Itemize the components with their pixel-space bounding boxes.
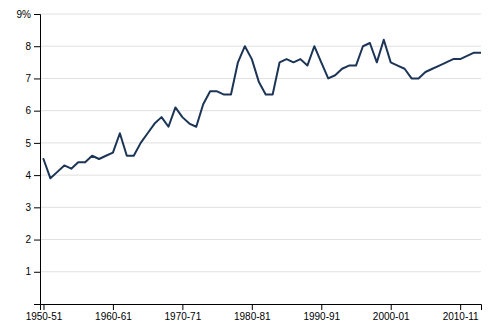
x-tick-mark bbox=[460, 304, 461, 310]
line bbox=[43, 40, 481, 179]
y-tick-mark bbox=[34, 14, 40, 15]
y-tick-mark bbox=[34, 111, 40, 112]
x-tick-label: 1970-71 bbox=[165, 311, 202, 322]
grid-line bbox=[40, 14, 481, 15]
x-tick-label: 2010-11 bbox=[443, 311, 479, 322]
y-tick-label: 4 bbox=[25, 170, 31, 181]
y-tick: 7 bbox=[25, 73, 40, 84]
y-tick: 3 bbox=[25, 202, 40, 213]
y-tick: 9% bbox=[17, 9, 40, 20]
y-tick-mark bbox=[34, 207, 40, 208]
y-tick-label: 6 bbox=[25, 105, 31, 116]
x-axis: 1950-51 1960-61 1970-71 1980-81 1990-91 2000-… bbox=[26, 304, 482, 322]
x-tick: 2010-11 bbox=[443, 304, 479, 322]
x-tick-label: 2000-01 bbox=[373, 311, 410, 322]
y-tick: 6 bbox=[25, 105, 40, 116]
y-tick: 5 bbox=[25, 138, 40, 149]
y-tick-label: 5 bbox=[25, 138, 31, 149]
grid bbox=[40, 14, 481, 272]
x-tick-mark bbox=[113, 304, 114, 310]
marks bbox=[43, 40, 481, 179]
x-tick: 1950-51 bbox=[26, 304, 63, 322]
grid-line bbox=[40, 46, 481, 47]
y-tick: 2 bbox=[25, 234, 40, 245]
x-tick-mark bbox=[43, 304, 44, 310]
x-tick-mark bbox=[252, 304, 253, 310]
y-tick: 1 bbox=[25, 266, 40, 277]
grid-line bbox=[40, 239, 481, 240]
grid-line bbox=[40, 207, 481, 208]
y-tick-label: 2 bbox=[25, 234, 31, 245]
x-tick-label: 1990-91 bbox=[303, 311, 340, 322]
grid-line bbox=[40, 271, 481, 272]
y-tick-mark bbox=[34, 175, 40, 176]
grid-line bbox=[40, 110, 481, 111]
grid-line bbox=[40, 175, 481, 176]
y-tick-label: 1 bbox=[25, 266, 31, 277]
grid-line bbox=[40, 142, 481, 143]
y-axis: 1 2 3 4 5 6 7 8 9% bbox=[17, 9, 41, 305]
x-tick-mark bbox=[391, 304, 392, 310]
y-tick-label: 7 bbox=[25, 73, 31, 84]
y-tick-mark bbox=[34, 143, 40, 144]
y-tick-label: 9% bbox=[17, 9, 32, 20]
y-tick-mark bbox=[34, 78, 40, 79]
y-tick: 4 bbox=[25, 170, 40, 181]
x-tick: 1990-91 bbox=[303, 304, 340, 322]
x-tick: 1980-81 bbox=[234, 304, 271, 322]
x-axis-line bbox=[41, 305, 482, 311]
x-tick: 1960-61 bbox=[95, 304, 132, 322]
x-tick-label: 1960-61 bbox=[95, 311, 132, 322]
x-tick-label: 1980-81 bbox=[234, 311, 271, 322]
y-tick-mark bbox=[34, 240, 40, 241]
plot: 1950-51 1960-61 1970-71 1980-81 1990-91 2000-… bbox=[17, 9, 482, 322]
y-tick-mark bbox=[34, 46, 40, 47]
x-tick-mark bbox=[321, 304, 322, 310]
y-tick-label: 3 bbox=[25, 202, 31, 213]
x-tick: 1970-71 bbox=[165, 304, 202, 322]
x-tick-mark bbox=[182, 304, 183, 310]
x-tick-label: 1950-51 bbox=[26, 311, 63, 322]
x-tick: 2000-01 bbox=[373, 304, 410, 322]
y-tick-label: 8 bbox=[25, 41, 31, 52]
chart: 1950-51 1960-61 1970-71 1980-81 1990-91 2000-… bbox=[0, 0, 503, 332]
y-tick: 8 bbox=[25, 41, 40, 52]
y-axis-line bbox=[34, 15, 41, 305]
y-tick-mark bbox=[34, 272, 40, 273]
